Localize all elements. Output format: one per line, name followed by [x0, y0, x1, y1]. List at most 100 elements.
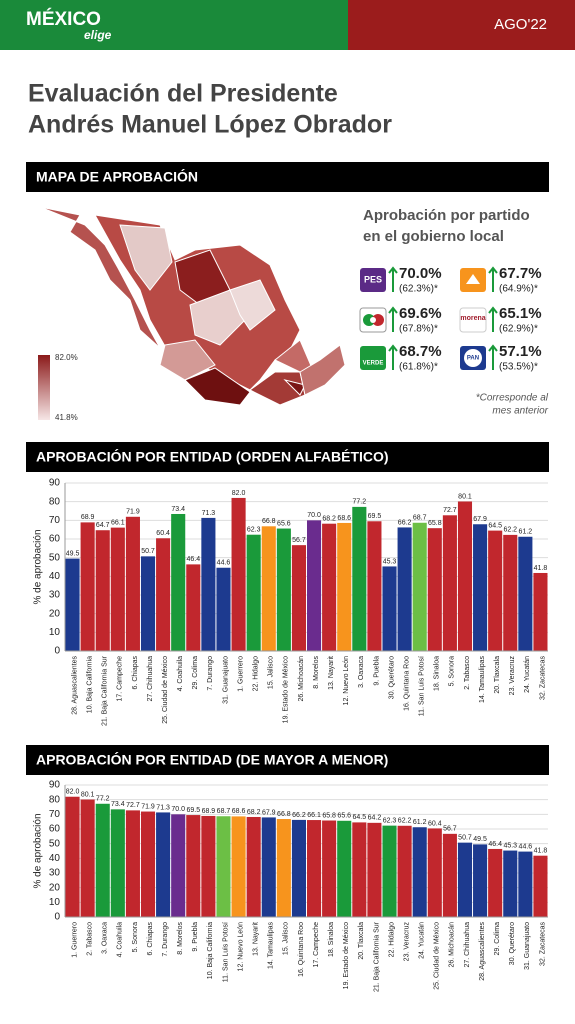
data-label: 66.8 [277, 811, 291, 818]
logo-text: morena [460, 315, 485, 322]
y-tick-label: 0 [54, 912, 60, 923]
x-tick-label: 12. Nuevo León [237, 922, 244, 972]
bar [291, 545, 306, 651]
x-tick-label: 15. Jalisco [283, 922, 290, 955]
bar [367, 822, 382, 917]
party-previous: (67.8%)* [399, 324, 438, 335]
x-tick-label: 4. Coahuila [117, 922, 124, 958]
bar [261, 526, 276, 651]
x-tick-label: 17. Campeche [313, 922, 320, 968]
x-tick-label: 31. Guanajuato [222, 656, 229, 704]
chart-title: APROBACIÓN POR ENTIDAD (ORDEN ALFABÉTICO… [36, 448, 389, 465]
party-previous: (62.9%)* [499, 324, 538, 335]
y-tick-label: 10 [49, 627, 61, 638]
data-label: 46.4 [488, 841, 502, 848]
x-tick-label: 11. San Luis Potosí [222, 922, 229, 982]
header-left [0, 0, 348, 50]
bar [382, 566, 397, 651]
x-tick-label: 3. Oaxaca [358, 656, 365, 688]
bar [488, 848, 503, 917]
bar [276, 528, 291, 651]
data-label: 77.2 [353, 499, 367, 506]
data-label: 64.5 [353, 814, 367, 821]
x-tick-label: 7. Durango [162, 922, 169, 957]
x-tick-label: 16. Quintana Roo [298, 922, 305, 977]
title-line: Andrés Manuel López Obrador [28, 111, 392, 139]
x-tick-label: 18. Sinaloa [328, 922, 335, 957]
data-label: 45.3 [383, 558, 397, 565]
x-tick-label: 6. Chiapas [132, 656, 139, 690]
y-tick-label: 40 [49, 853, 61, 864]
x-tick-label: 30. Querétaro [388, 656, 395, 699]
x-tick-label: 27. Chihuahua [147, 656, 154, 702]
legend-min: 41.8% [55, 413, 78, 422]
data-label: 71.9 [126, 509, 140, 516]
data-label: 64.7 [96, 522, 110, 529]
date: AGO'22 [494, 16, 547, 33]
x-tick-label: 21. Baja California Sur [373, 921, 380, 992]
data-label: 72.7 [126, 802, 140, 809]
x-tick-label: 20. Tlaxcala [494, 656, 501, 694]
bar [276, 819, 291, 917]
data-label: 49.5 [66, 550, 80, 557]
bar [488, 530, 503, 651]
bar [95, 803, 110, 917]
bar [65, 558, 80, 651]
x-tick-label: 10. Baja California [86, 656, 93, 713]
x-tick-label: 5. Sonora [449, 656, 456, 686]
data-label: 65.8 [428, 520, 442, 527]
y-tick-label: 80 [49, 794, 61, 805]
bar [125, 516, 140, 651]
data-label: 68.2 [247, 809, 261, 816]
bar [231, 497, 246, 651]
data-label: 61.2 [519, 529, 533, 536]
data-label: 68.9 [202, 808, 216, 815]
party-logos: PES morena VERDE PAN [359, 268, 487, 370]
bar [140, 556, 156, 651]
x-tick-label: 23. Veracruz [403, 922, 410, 962]
x-tick-label: 16. Quintana Roo [403, 656, 410, 711]
title-line: Evaluación del Presidente [28, 80, 338, 108]
data-label: 44.6 [519, 843, 533, 850]
section-title: MAPA DE APROBACIÓN [36, 168, 198, 185]
y-tick-label: 30 [49, 868, 61, 879]
bar [397, 527, 412, 651]
bar [427, 828, 442, 917]
party-previous: (64.9%)* [499, 284, 538, 295]
x-tick-label: 28. Aguascalientes [479, 922, 486, 981]
data-label: 62.3 [383, 817, 397, 824]
data-label: 56.7 [292, 537, 306, 544]
logo-text: PES [364, 274, 382, 284]
data-label: 62.2 [398, 818, 412, 825]
y-tick-label: 60 [49, 824, 61, 835]
data-label: 72.7 [443, 507, 457, 514]
data-label: 71.9 [141, 803, 155, 810]
x-tick-label: 6. Chiapas [147, 922, 154, 956]
x-tick-label: 8. Morelos [313, 656, 320, 689]
data-label: 80.1 [458, 493, 472, 500]
y-tick-label: 20 [49, 882, 61, 893]
x-tick-label: 7. Durango [207, 656, 214, 691]
data-label: 64.2 [368, 815, 382, 822]
x-tick-label: 8. Morelos [177, 922, 184, 955]
y-tick-label: 70 [49, 515, 61, 526]
data-label: 41.8 [534, 848, 548, 855]
bar [307, 820, 322, 917]
data-label: 65.6 [337, 813, 351, 820]
x-tick-label: 9. Puebla [192, 922, 199, 952]
bar [80, 799, 95, 917]
bar [246, 534, 261, 651]
x-tick-label: 19. Estado de México [283, 656, 290, 723]
bar [457, 501, 473, 651]
bar [442, 833, 457, 917]
legend-gradient [38, 355, 50, 420]
party-previous: (61.8%)* [399, 362, 438, 373]
data-label: 60.4 [156, 530, 170, 537]
x-tick-label: 29. Colima [494, 922, 501, 956]
bar [442, 515, 457, 651]
bar [367, 521, 382, 651]
bar [140, 811, 156, 917]
data-label: 68.6 [337, 515, 351, 522]
bar [518, 851, 533, 917]
x-tick-label: 21. Baja California Sur [102, 655, 109, 726]
